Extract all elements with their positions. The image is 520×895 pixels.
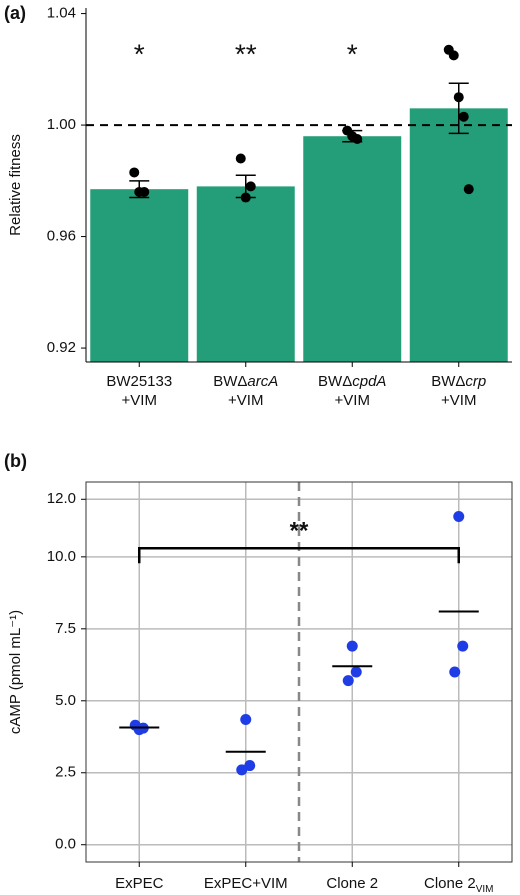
- x-tick-label: BWΔcrp: [431, 373, 486, 390]
- point: [463, 184, 474, 195]
- y-tick-label: 10.0: [47, 548, 76, 565]
- point: [346, 640, 358, 652]
- y-axis-label: Relative fitness: [7, 134, 24, 236]
- y-tick-label: 1.00: [47, 116, 76, 133]
- y-tick-label: 12.0: [47, 490, 76, 507]
- significance: **: [235, 38, 257, 69]
- point: [240, 192, 251, 203]
- point: [352, 134, 363, 145]
- x-tick-label: +VIM: [335, 392, 370, 409]
- x-tick-label-part: arcA: [247, 373, 278, 390]
- point: [139, 186, 150, 197]
- y-tick-label: 1.04: [47, 5, 76, 22]
- point: [245, 181, 256, 192]
- point: [235, 153, 246, 164]
- x-tick-label: Clone 2VIM: [424, 875, 493, 895]
- point: [457, 640, 469, 652]
- x-tick-label: Clone 2: [326, 875, 378, 892]
- y-tick-label: 5.0: [55, 692, 76, 709]
- x-tick-label-part: BW25133: [106, 373, 172, 390]
- x-tick-label: ExPEC: [115, 875, 164, 892]
- point: [240, 714, 252, 725]
- significance: *: [134, 38, 145, 69]
- y-tick-label: 0.92: [47, 339, 76, 356]
- x-tick-label-part: ExPEC: [115, 875, 164, 892]
- bar: [409, 108, 508, 362]
- x-tick-label: BWΔcpdA: [318, 373, 386, 390]
- x-tick-label: +VIM: [441, 392, 476, 409]
- y-tick-label: 0.96: [47, 228, 76, 245]
- x-tick-label-part: BWΔ: [318, 373, 352, 390]
- point: [458, 111, 469, 122]
- point: [449, 666, 461, 678]
- x-tick-label-part: BWΔ: [431, 373, 465, 390]
- significance: *: [347, 38, 358, 69]
- x-tick-label-part: ExPEC+VIM: [204, 875, 288, 892]
- bracket: [138, 546, 460, 564]
- x-tick-label-part: BWΔ: [213, 373, 247, 390]
- x-tick-label: BWΔarcA: [213, 373, 278, 390]
- y-tick-label: 0.0: [55, 836, 76, 853]
- point: [236, 764, 248, 776]
- point: [453, 92, 464, 103]
- x-tick-label: BW25133: [106, 373, 172, 390]
- point: [129, 167, 140, 178]
- point: [453, 511, 465, 523]
- y-axis-label: cAMP (pmol mL⁻¹): [7, 610, 24, 734]
- bracket-label: **: [290, 518, 309, 545]
- panel-label: (a): [4, 3, 26, 23]
- panel-label: (b): [4, 451, 27, 471]
- x-tick-label: +VIM: [228, 392, 263, 409]
- y-tick-label: 7.5: [55, 620, 76, 637]
- plot-frame: [85, 481, 513, 863]
- x-tick-label-part: Clone 2: [424, 875, 476, 892]
- point: [350, 666, 362, 678]
- point: [129, 719, 141, 731]
- x-tick-subscript: VIM: [476, 884, 494, 895]
- bar: [196, 186, 295, 362]
- x-tick-label-part: cpdA: [352, 373, 386, 390]
- point: [342, 675, 354, 687]
- bar: [90, 189, 189, 362]
- x-tick-label-part: Clone 2: [326, 875, 378, 892]
- x-tick-label-part: crp: [465, 373, 486, 390]
- y-tick-label: 2.5: [55, 764, 76, 781]
- x-tick-label: ExPEC+VIM: [204, 875, 288, 892]
- x-tick-label: +VIM: [122, 392, 157, 409]
- point: [448, 50, 459, 61]
- bar: [303, 136, 402, 362]
